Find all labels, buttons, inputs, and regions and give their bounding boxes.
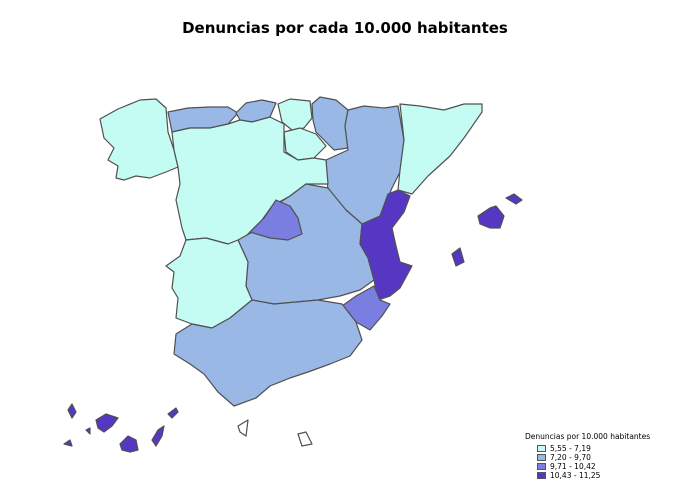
legend-label-3: 9,71 - 10,42 xyxy=(550,462,596,471)
region-canarias-6 xyxy=(63,439,73,447)
region-valencia xyxy=(359,189,413,301)
region-baleares-menorca xyxy=(505,193,523,205)
legend-label-4: 10,43 - 11,25 xyxy=(550,471,601,480)
region-la-rioja xyxy=(283,127,327,161)
region-baleares xyxy=(477,205,505,229)
region-melilla xyxy=(297,431,313,447)
region-madrid xyxy=(249,199,303,241)
region-cataluna xyxy=(397,103,483,195)
region-andalucia xyxy=(173,299,363,407)
region-ceuta xyxy=(237,419,249,437)
region-baleares-ibiza xyxy=(451,247,465,267)
map-title: Denuncias por cada 10.000 habitantes xyxy=(182,19,508,37)
region-canarias-5 xyxy=(167,407,179,419)
legend-title: Denuncias por 10.000 habitantes xyxy=(525,432,651,441)
legend-swatch-4 xyxy=(537,472,546,479)
region-canarias-3 xyxy=(119,435,139,453)
region-canarias-2 xyxy=(95,413,119,433)
legend-item-4: 10,43 - 11,25 xyxy=(537,471,685,480)
legend-swatch-1 xyxy=(537,445,546,452)
legend-swatch-3 xyxy=(537,463,546,470)
legend-item-3: 9,71 - 10,42 xyxy=(537,462,685,471)
legend-label-2: 7,20 - 9,70 xyxy=(550,453,591,462)
region-canarias-7 xyxy=(85,427,91,435)
legend-label-1: 5,55 - 7,19 xyxy=(550,444,591,453)
map-legend: Denuncias por 10.000 habitantes 5,55 - 7… xyxy=(525,432,685,480)
legend-item-2: 7,20 - 9,70 xyxy=(537,453,685,462)
region-canarias-1 xyxy=(67,403,77,419)
legend-swatch-2 xyxy=(537,454,546,461)
region-canarias-4 xyxy=(151,425,165,447)
legend-item-1: 5,55 - 7,19 xyxy=(537,444,685,453)
region-galicia xyxy=(99,98,179,181)
